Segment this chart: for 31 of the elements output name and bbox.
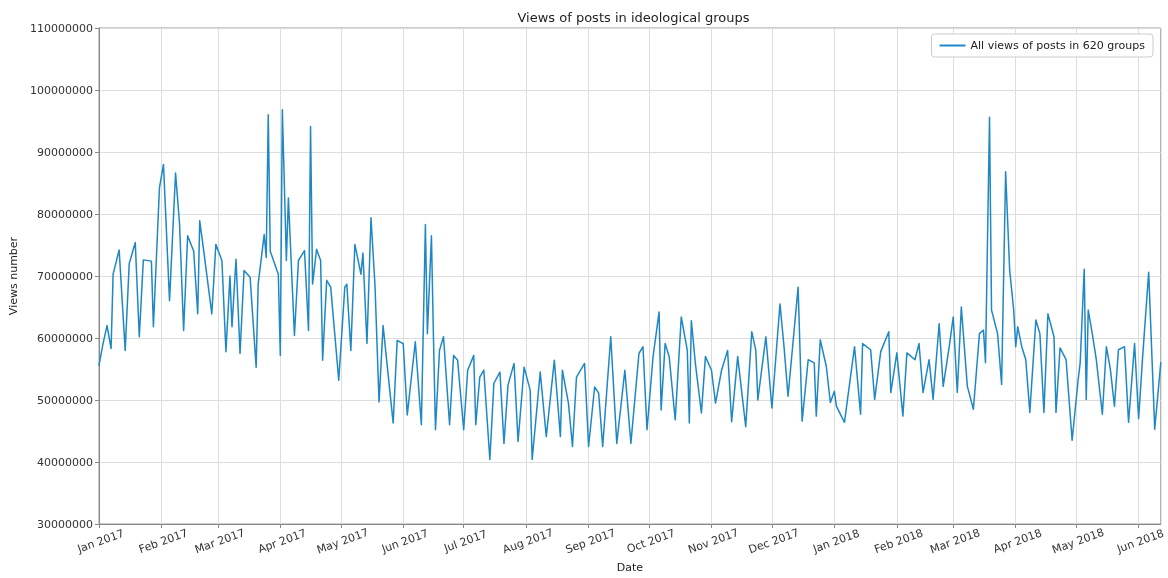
x-tick-label: Mar 2018 [928, 526, 982, 557]
y-tick-label: 80000000 [37, 207, 93, 221]
y-tick-label: 90000000 [37, 145, 93, 159]
y-tick-label: 50000000 [37, 393, 93, 407]
x-tick-label: Jun 2017 [379, 526, 431, 556]
y-axis-title: Views number [7, 236, 20, 316]
x-tick-label: Jan 2018 [810, 526, 862, 556]
x-tick-label: May 2017 [314, 525, 371, 557]
y-tick-label: 40000000 [37, 455, 93, 469]
x-tick-label: Oct 2017 [624, 526, 677, 556]
line-series [98, 109, 1162, 461]
x-tick-label: Feb 2017 [137, 526, 190, 556]
legend-label: All views of posts in 620 groups [970, 39, 1146, 52]
chart-title: Views of posts in ideological groups [517, 10, 750, 25]
x-tick-label: Apr 2018 [991, 526, 1044, 556]
y-tick-label: 60000000 [37, 331, 93, 345]
x-axis-title: Date [616, 561, 644, 574]
x-tick-label: Jul 2017 [441, 527, 489, 556]
x-tick-label: Sep 2017 [563, 526, 618, 557]
y-tick-label: 100000000 [30, 83, 93, 97]
x-tick-label: Apr 2017 [256, 526, 309, 556]
x-tick-label: Feb 2018 [872, 526, 925, 556]
x-tick-label: May 2018 [1050, 525, 1106, 557]
x-tick-label: Mar 2017 [192, 526, 247, 557]
x-tick-label: Jun 2018 [1114, 526, 1166, 556]
y-tick-label: 110000000 [30, 21, 93, 35]
x-tick-label: Nov 2017 [686, 526, 741, 557]
x-tick-label: Aug 2017 [500, 526, 556, 557]
x-tick-label: Dec 2017 [746, 526, 801, 557]
y-tick-label: 30000000 [37, 517, 93, 531]
y-tick-label: 70000000 [37, 269, 93, 283]
